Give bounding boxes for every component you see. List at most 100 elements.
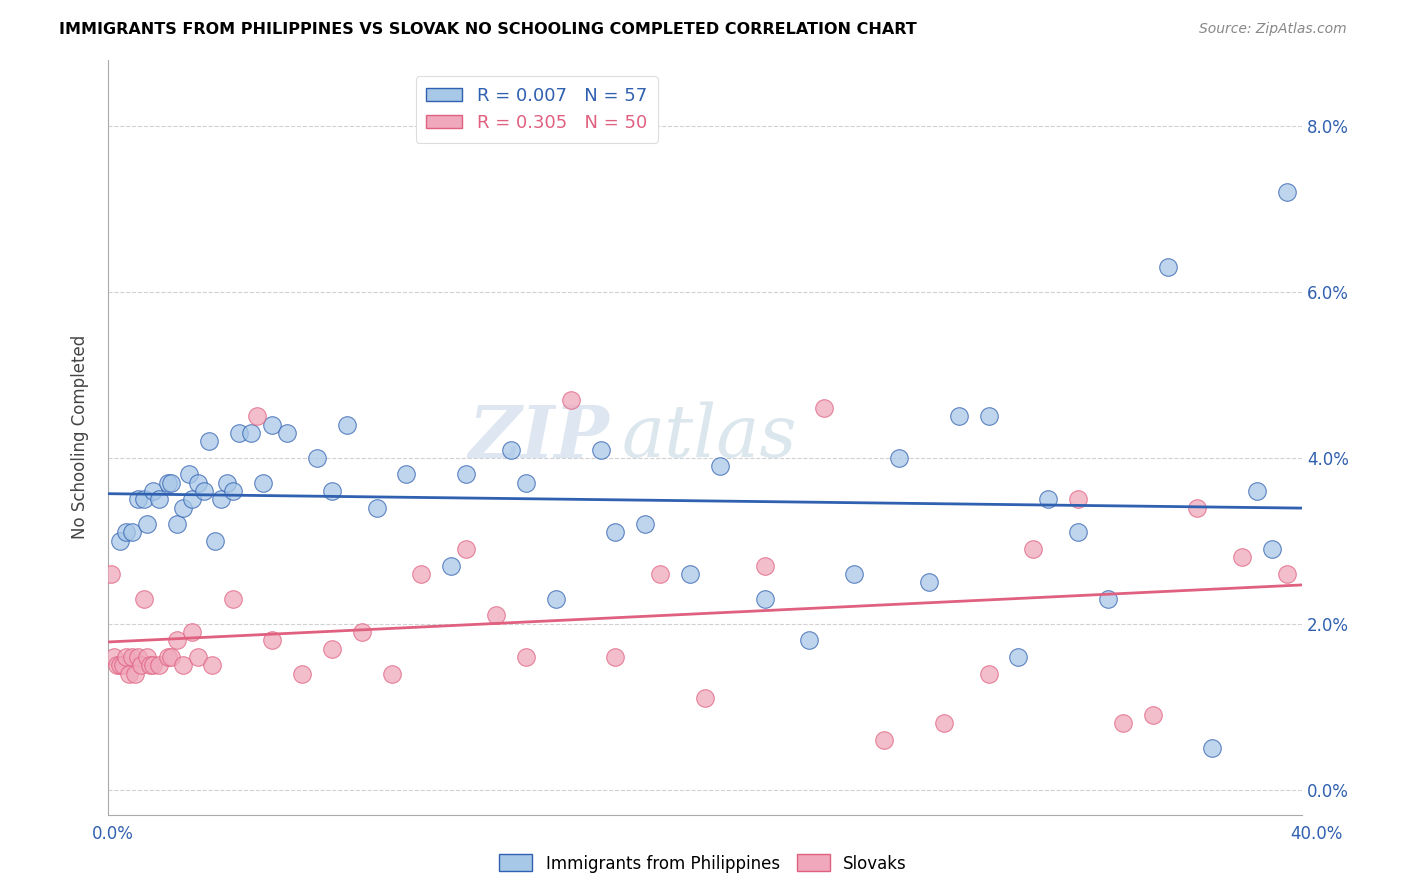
Point [977,666,1000,681]
Point [121,525,143,540]
Point [366,500,388,515]
Point [105,658,128,673]
Point [679,566,702,581]
Point [1156,260,1178,274]
Point [321,641,343,656]
Point [180,625,202,640]
Point [148,492,170,507]
Point [1067,525,1090,540]
Point [108,658,131,673]
Point [844,566,866,581]
Point [186,649,208,664]
Point [240,425,263,440]
Point [1275,566,1298,581]
Point [186,475,208,490]
Point [605,649,627,664]
Point [172,500,194,515]
Legend: Immigrants from Philippines, Slovaks: Immigrants from Philippines, Slovaks [492,847,914,880]
Point [693,691,716,706]
Point [252,475,274,490]
Point [932,716,955,731]
Point [350,625,373,640]
Point [177,467,200,482]
Point [544,591,567,606]
Point [132,492,155,507]
Point [148,658,170,673]
Point [222,591,245,606]
Point [1275,186,1298,200]
Point [142,483,165,498]
Point [321,483,343,498]
Point [336,417,359,432]
Point [222,483,245,498]
Point [118,666,141,681]
Point [305,450,328,465]
Point [1142,708,1164,723]
Text: 40.0%: 40.0% [1291,825,1343,843]
Point [139,658,162,673]
Point [440,558,463,573]
Point [127,492,149,507]
Text: Source: ZipAtlas.com: Source: ZipAtlas.com [1199,22,1347,37]
Text: IMMIGRANTS FROM PHILIPPINES VS SLOVAK NO SCHOOLING COMPLETED CORRELATION CHART: IMMIGRANTS FROM PHILIPPINES VS SLOVAK NO… [59,22,917,37]
Point [456,542,478,557]
Legend: R = 0.007   N = 57, R = 0.305   N = 50: R = 0.007 N = 57, R = 0.305 N = 50 [416,76,658,143]
Point [380,666,402,681]
Point [166,517,188,532]
Point [217,475,239,490]
Point [135,517,157,532]
Point [291,666,314,681]
Point [1232,550,1254,565]
Point [918,575,941,590]
Point [1261,542,1284,557]
Point [709,459,731,474]
Point [395,467,418,482]
Point [115,649,138,664]
Point [121,649,143,664]
Point [135,649,157,664]
Point [650,566,672,581]
Point [156,649,179,664]
Point [198,434,221,449]
Point [193,483,215,498]
Point [754,591,776,606]
Text: atlas: atlas [621,401,797,473]
Point [1097,591,1119,606]
Point [1007,649,1029,664]
Point [887,450,910,465]
Point [589,442,612,457]
Point [411,566,433,581]
Point [108,533,131,548]
Point [1187,500,1209,515]
Point [180,492,202,507]
Point [948,409,970,424]
Point [515,475,537,490]
Point [115,525,138,540]
Point [246,409,269,424]
Point [754,558,776,573]
Point [605,525,627,540]
Y-axis label: No Schooling Completed: No Schooling Completed [72,335,89,539]
Point [560,392,582,407]
Point [201,658,224,673]
Point [1022,542,1045,557]
Point [204,533,226,548]
Point [262,417,284,432]
Point [485,608,508,623]
Text: 0.0%: 0.0% [91,825,134,843]
Point [813,401,835,415]
Point [100,566,122,581]
Point [634,517,657,532]
Point [159,475,181,490]
Text: ZIP: ZIP [468,401,609,473]
Point [1038,492,1060,507]
Point [228,425,250,440]
Point [166,633,188,648]
Point [977,409,1000,424]
Point [132,591,155,606]
Point [1067,492,1090,507]
Point [1201,741,1223,756]
Point [456,467,478,482]
Point [209,492,232,507]
Point [1112,716,1135,731]
